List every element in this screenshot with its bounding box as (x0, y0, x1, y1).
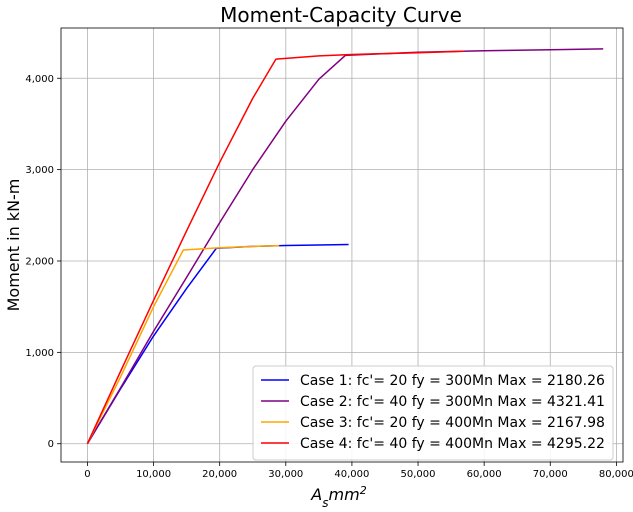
x-tick-label: 40,000 (334, 469, 369, 480)
y-tick-label: 3,000 (25, 165, 54, 176)
y-tick-label: 2,000 (25, 256, 54, 267)
x-axis: 0 10,000 20,000 30,000 40,000 50,000 60,000 70,… (84, 462, 633, 480)
x-tick-label: 0 (84, 469, 90, 480)
chart-title: Moment-Capacity Curve (220, 3, 462, 27)
plot-frame (60, 27, 624, 463)
x-tick-label: 70,000 (533, 469, 568, 480)
x-tick-label: 50,000 (401, 469, 436, 480)
series-line-case-3 (86, 244, 280, 445)
legend-label-case-4: Case 4: fc'= 40 fy = 400Mn Max = 4295.22 (300, 436, 605, 452)
y-tick-label: 0 (48, 439, 54, 450)
x-tick-label: 30,000 (268, 469, 303, 480)
y-tick-label: 1,000 (25, 348, 54, 359)
y-axis: 0 1,000 2,000 3,000 4,000 (25, 74, 61, 450)
legend: Case 1: fc'= 20 fy = 300Mn Max = 2180.26… (252, 365, 614, 461)
series-line-case-4 (86, 50, 465, 445)
legend-label-case-1: Case 1: fc'= 20 fy = 300Mn Max = 2180.26 (300, 373, 605, 389)
y-axis-label: Moment in kN-m (4, 179, 23, 312)
series-line-case-2 (86, 48, 604, 445)
y-tick-label: 4,000 (25, 74, 54, 85)
series-group (86, 48, 604, 445)
x-tick-label: 80,000 (599, 469, 633, 480)
legend-box (252, 365, 614, 461)
x-tick-label: 20,000 (202, 469, 237, 480)
legend-label-case-2: Case 2: fc'= 40 fy = 300Mn Max = 4321.41 (300, 394, 605, 410)
x-tick-label: 10,000 (136, 469, 171, 480)
legend-label-case-3: Case 3: fc'= 20 fy = 400Mn Max = 2167.98 (300, 415, 605, 431)
x-tick-label: 60,000 (467, 469, 502, 480)
